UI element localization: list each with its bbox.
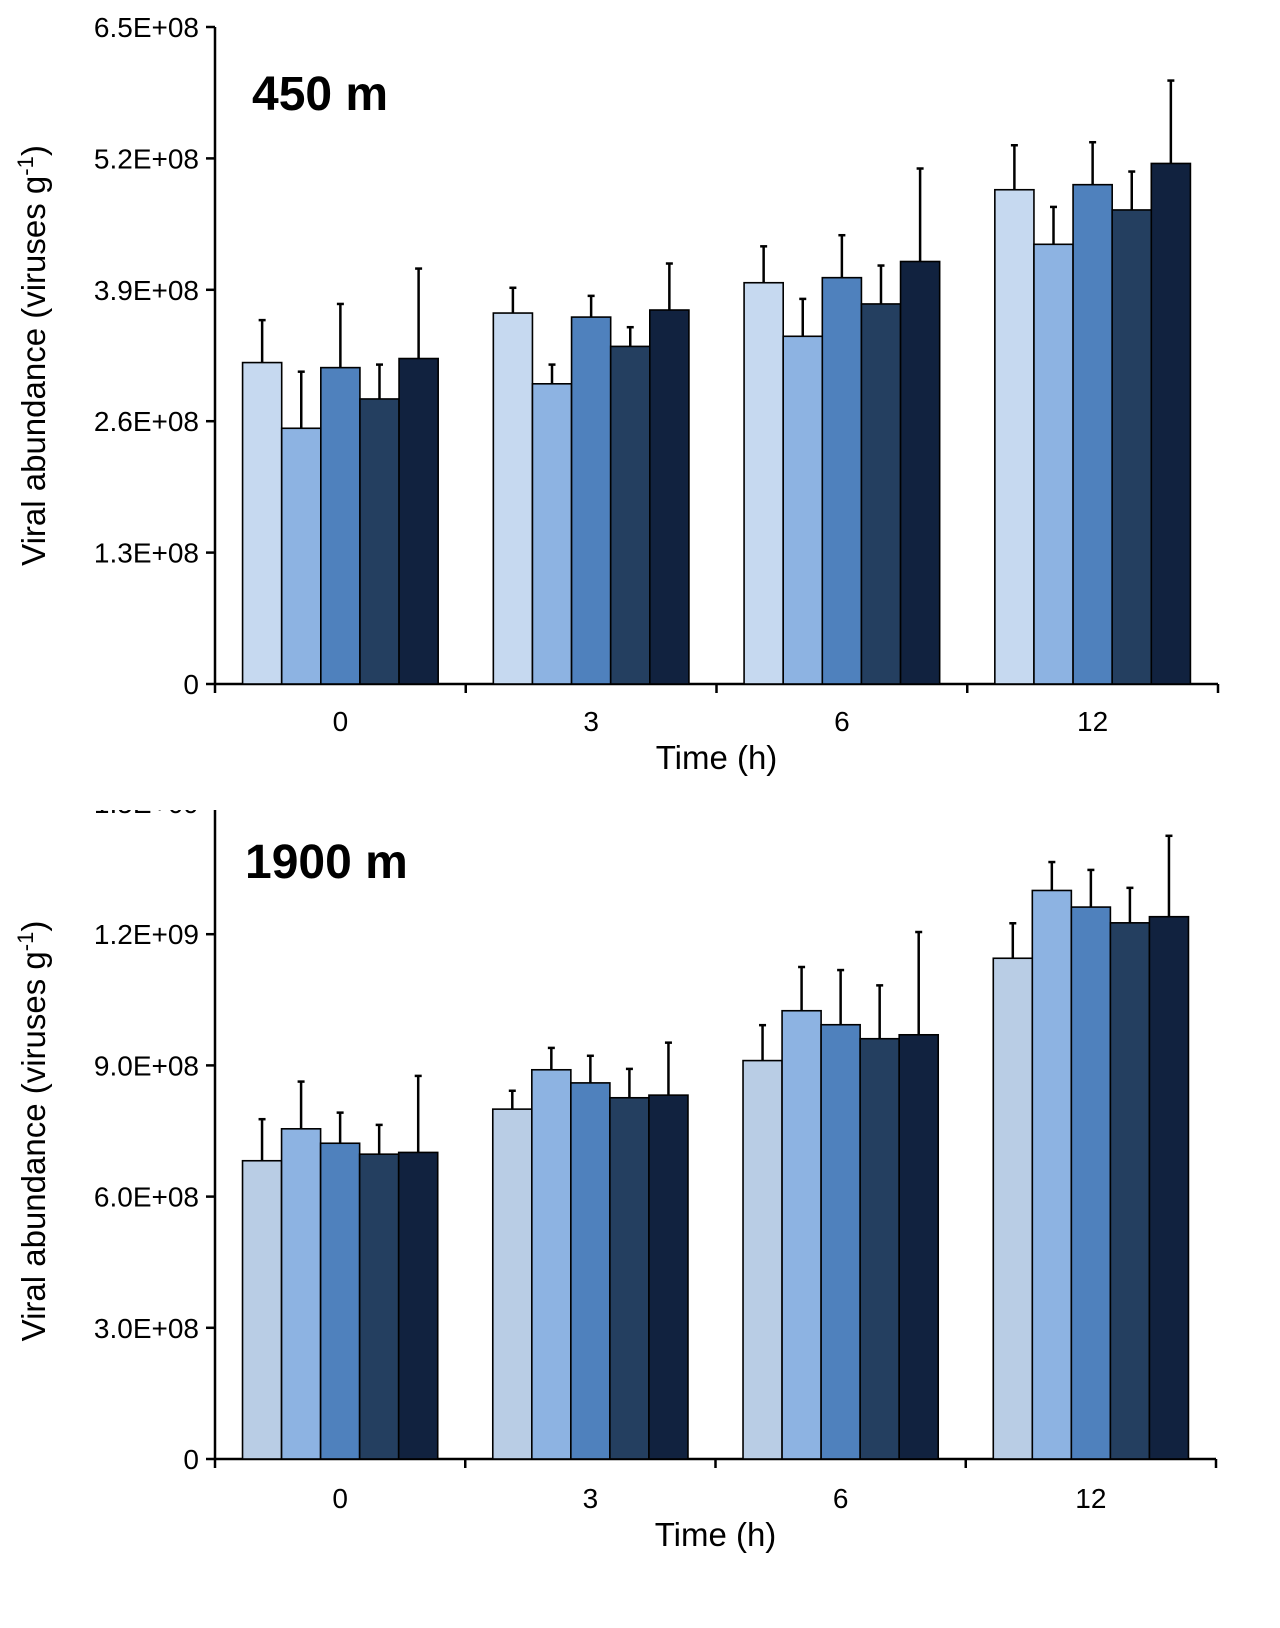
bar bbox=[648, 1094, 689, 1460]
bar bbox=[821, 276, 863, 685]
y-tick-label: 5.2E+08 bbox=[94, 143, 199, 174]
y-axis-title-superscript: -1 bbox=[13, 932, 38, 952]
x-tick-label: 3 bbox=[583, 706, 599, 737]
bar bbox=[743, 281, 784, 685]
bar bbox=[820, 1023, 861, 1460]
bar bbox=[649, 309, 690, 685]
bar bbox=[860, 303, 902, 685]
y-tick-label: 2.6E+08 bbox=[94, 406, 199, 437]
x-tick-label: 6 bbox=[833, 1483, 849, 1514]
plot-area: 0 1.3E+08 2.6E+08 3.9E+08 5.2E+08 6.5E+08 0 3 6 1… bbox=[13, 12, 1220, 776]
y-tick-label: 3.0E+08 bbox=[94, 1313, 199, 1344]
bar bbox=[320, 366, 361, 685]
bar bbox=[491, 1108, 533, 1460]
bar bbox=[992, 957, 1034, 1460]
bar bbox=[1150, 162, 1192, 685]
x-tick-label: 3 bbox=[583, 1483, 599, 1514]
x-tick-label: 0 bbox=[332, 1483, 348, 1514]
bar bbox=[570, 1082, 611, 1460]
bar bbox=[782, 335, 824, 685]
y-tick-label: 0 bbox=[183, 1444, 199, 1475]
bar bbox=[1031, 889, 1073, 1460]
bar bbox=[570, 316, 612, 685]
x-tick-label: 0 bbox=[333, 706, 349, 737]
bar bbox=[609, 1096, 650, 1460]
bar bbox=[531, 383, 573, 685]
bar bbox=[1070, 906, 1112, 1460]
bar bbox=[994, 188, 1035, 685]
bar bbox=[781, 1009, 822, 1460]
bar bbox=[531, 1068, 572, 1460]
y-axis-title-close: ) bbox=[15, 145, 52, 156]
y-tick-label: 9.0E+08 bbox=[94, 1050, 199, 1081]
y-axis-title-main: Viral abundance (viruses g bbox=[15, 951, 52, 1341]
bar bbox=[319, 1142, 361, 1460]
bar bbox=[398, 357, 439, 685]
bar bbox=[358, 1153, 400, 1460]
y-tick-label: 6.5E+08 bbox=[94, 12, 199, 43]
bar bbox=[1109, 922, 1151, 1460]
chart-1900m: 0 3.0E+08 6.0E+08 9.0E+08 1.2E+09 1.5E+09 0 3 6 1… bbox=[0, 810, 1280, 1620]
bar bbox=[492, 312, 534, 685]
x-axis-title: Time (h) bbox=[655, 1516, 777, 1553]
chart-450m-svg: 0 1.3E+08 2.6E+08 3.9E+08 5.2E+08 6.5E+08 0 3 6 1… bbox=[13, 12, 1220, 776]
y-tick-label: 6.0E+08 bbox=[94, 1182, 199, 1213]
bar bbox=[899, 260, 941, 685]
bar bbox=[1148, 915, 1190, 1460]
y-tick-label: 1.3E+08 bbox=[94, 538, 199, 569]
bar bbox=[742, 1059, 783, 1460]
chart-450m: 0 1.3E+08 2.6E+08 3.9E+08 5.2E+08 6.5E+08 0 3 6 1… bbox=[0, 0, 1280, 810]
depth-annotation: 450 m bbox=[252, 68, 388, 121]
bar bbox=[1111, 209, 1153, 685]
y-tick-label: 1.5E+09 bbox=[94, 810, 199, 819]
y-tick-label: 0 bbox=[183, 669, 199, 700]
y-axis-title: Viral abundance (viruses g-1) bbox=[13, 921, 52, 1342]
bar bbox=[280, 1128, 322, 1460]
bar bbox=[1033, 243, 1074, 685]
depth-annotation: 1900 m bbox=[245, 836, 408, 889]
bar bbox=[859, 1037, 900, 1460]
chart-1900m-svg: 0 3.0E+08 6.0E+08 9.0E+08 1.2E+09 1.5E+09 0 3 6 1… bbox=[13, 810, 1218, 1553]
bar bbox=[397, 1151, 439, 1460]
x-tick-label: 12 bbox=[1077, 706, 1108, 737]
y-tick-label: 3.9E+08 bbox=[94, 275, 199, 306]
x-tick-label: 6 bbox=[834, 706, 850, 737]
y-axis-title-main: Viral abundance (viruses g bbox=[15, 176, 52, 566]
bar bbox=[280, 427, 322, 685]
bar bbox=[241, 1159, 283, 1460]
bar bbox=[898, 1033, 940, 1460]
y-axis-title-close: ) bbox=[15, 921, 52, 932]
bar bbox=[241, 361, 283, 685]
y-tick-label: 1.2E+09 bbox=[94, 919, 199, 950]
bar bbox=[1072, 183, 1113, 685]
x-axis-title: Time (h) bbox=[656, 739, 778, 776]
plot-area: 0 3.0E+08 6.0E+08 9.0E+08 1.2E+09 1.5E+09 0 3 6 1… bbox=[13, 810, 1218, 1553]
bar bbox=[609, 345, 651, 685]
y-axis-title-superscript: -1 bbox=[13, 156, 38, 176]
y-axis-title: Viral abundance (viruses g-1) bbox=[13, 145, 52, 566]
x-tick-label: 12 bbox=[1075, 1483, 1106, 1514]
bar bbox=[359, 398, 400, 685]
